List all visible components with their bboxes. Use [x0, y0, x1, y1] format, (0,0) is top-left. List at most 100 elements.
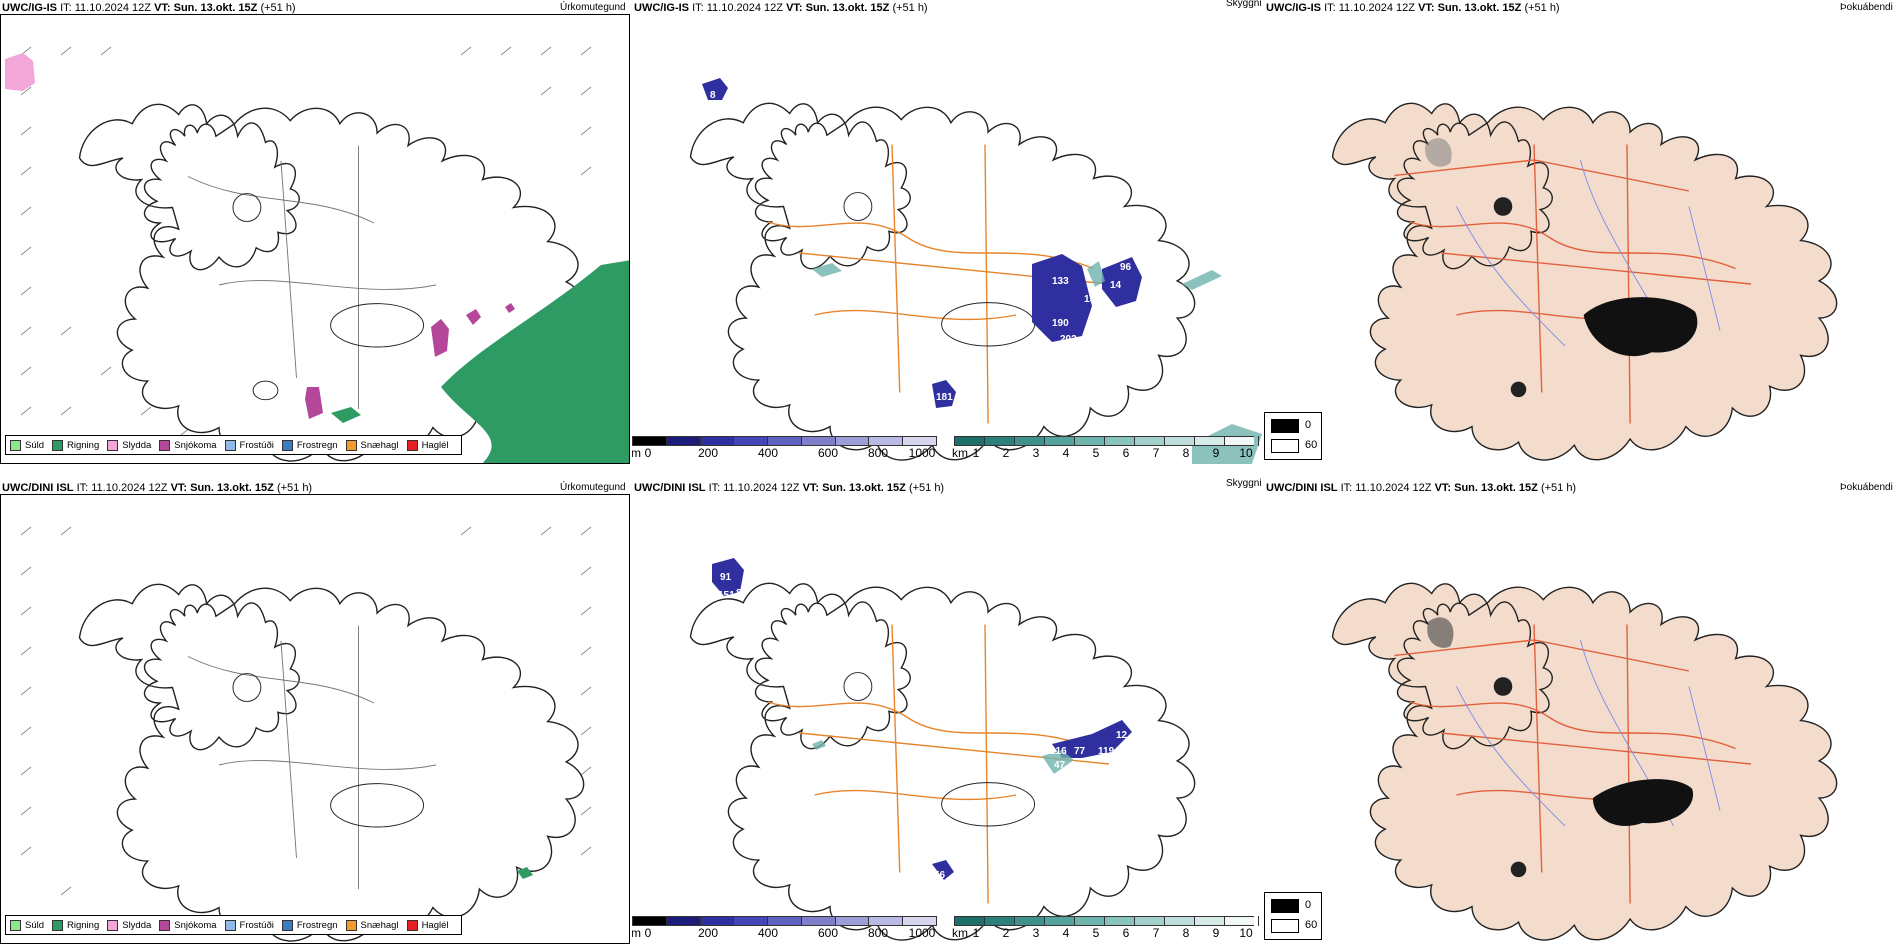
legend-label: Snæhagl: [360, 439, 399, 451]
visibility-tick: 2: [1002, 926, 1010, 940]
snow-label: 181: [936, 392, 953, 403]
valid-time: Sun. 13.okt. 15Z: [190, 482, 274, 494]
precip-sleet-area: [5, 53, 35, 91]
legend-label: Frostúði: [239, 919, 274, 931]
vt-label: VT:: [170, 482, 188, 494]
snow-label: 8: [710, 90, 716, 101]
fog-legend-low: 60: [1305, 439, 1318, 451]
legend-item-snow-grains: Snæhagl: [345, 439, 399, 451]
it-label: IT:: [76, 482, 89, 494]
vt-label: VT:: [786, 2, 803, 14]
visibility-tick: 6: [1122, 926, 1130, 940]
wind-barbs: [20, 526, 592, 896]
legend-label: Rigning: [67, 439, 100, 451]
altitude-colorbar: m 0 200 400 600 800 1000: [632, 436, 937, 460]
fog-legend-swatch-light: [1271, 919, 1299, 933]
model-name: UWC/DINI ISL: [1266, 482, 1338, 494]
legend-item-freezing-drizzle: Frostúði: [224, 439, 274, 451]
model-name: UWC/DINI ISL: [634, 482, 706, 494]
valid-time: Sun. 13.okt. 15Z: [805, 2, 890, 14]
fog-legend: 0 60: [1264, 892, 1322, 940]
model-name: UWC/DINI ISL: [2, 482, 74, 494]
snow-label: 190: [1052, 318, 1069, 329]
init-time: 11.10.2024 12Z: [1338, 2, 1415, 14]
legend-label: Súld: [25, 919, 45, 931]
snow-label: 119: [1098, 746, 1115, 757]
precip-legend: Súld Rigning Slydda Snjókoma Frostúði Fr…: [5, 915, 462, 935]
visibility-tick: 3: [1032, 926, 1040, 940]
legend-item-freezing-rain: Frostregn: [281, 439, 338, 451]
legend-item-snow: Snjókoma: [159, 439, 217, 451]
legend-label: Snjókoma: [174, 439, 217, 451]
fog-legend: 0 60: [1264, 412, 1322, 460]
visibility-map: 91 151 83 216 77 119 12 47 56 m 0 200 40…: [632, 494, 1262, 944]
wind-barbs: [20, 46, 592, 436]
altitude-unit: m: [632, 446, 641, 460]
glacier-outline: [843, 672, 873, 701]
glacier-outline: [232, 673, 262, 702]
panel3-header: UWC/DINI ISL IT: 11.10.2024 12Z VT: Sun.…: [1266, 482, 1576, 494]
altitude-tick: 0: [644, 926, 652, 940]
lead-time: (+51 h): [260, 2, 296, 14]
altitude-tick: 1000: [908, 926, 936, 940]
iceland-fog-shading: [1331, 102, 1838, 461]
it-label: IT:: [60, 2, 72, 14]
legend-label: Frostregn: [296, 919, 338, 931]
visibility-tick: 10: [1239, 446, 1253, 460]
glacier-outline: [232, 193, 262, 222]
fog-map-svg: [1331, 582, 1838, 941]
fog-indicator-map: 0 60: [1264, 494, 1900, 944]
legend-label: Frostúði: [239, 439, 274, 451]
fog-legend-high: 0: [1305, 419, 1312, 431]
legend-item-rain: Rigning: [52, 439, 100, 451]
snow-label: 96: [1120, 262, 1132, 273]
glacier-outline: [330, 783, 425, 828]
altitude-colorbar-swatches: [632, 916, 937, 926]
legend-item-freezing-drizzle: Frostúði: [224, 919, 274, 931]
vt-label: VT:: [154, 2, 171, 14]
precip-map-svg: [20, 526, 592, 942]
panel2-title: Skyggni: [1226, 0, 1262, 9]
panel2-header: UWC/IG-IS IT: 11.10.2024 12Z VT: Sun. 13…: [634, 2, 928, 14]
fog-dense-area: [1493, 197, 1513, 216]
altitude-tick: 400: [757, 446, 779, 460]
precip-map-svg: [5, 46, 629, 463]
precip-type-map: Súld Rigning Slydda Snjókoma Frostúði Fr…: [0, 14, 630, 464]
visibility-colorbar-swatches: [954, 916, 1259, 926]
snow-label: 202: [1060, 334, 1077, 345]
glacier-outline: [252, 380, 279, 401]
fog-indicator-map: 0 60: [1264, 14, 1900, 464]
altitude-tick: 400: [757, 926, 779, 940]
valid-time: Sun. 13.okt. 15Z: [173, 2, 258, 14]
altitude-tick: 1000: [908, 446, 936, 460]
visibility-tick: 9: [1212, 446, 1220, 460]
legend-label: Frostregn: [296, 439, 338, 451]
legend-item-sleet: Slydda: [107, 439, 152, 451]
altitude-tick: 600: [817, 446, 839, 460]
it-label: IT:: [708, 482, 721, 494]
lead-time: (+51 h): [1524, 2, 1560, 14]
altitude-colorbar-swatches: [632, 436, 937, 446]
init-time: 11.10.2024 12Z: [723, 482, 800, 494]
altitude-tick: 200: [697, 926, 719, 940]
visibility-colorbar: km 1 2 3 4 5 6 7 8 9 10: [952, 916, 1259, 940]
legend-item-hail: Haglél: [406, 439, 449, 451]
visibility-map-svg: [689, 558, 1196, 941]
panel3-header: UWC/IG-IS IT: 11.10.2024 12Z VT: Sun. 13…: [1266, 2, 1560, 14]
fog-map-svg: [1331, 102, 1838, 461]
roads-lines: [1394, 144, 1752, 424]
altitude-tick: 0: [644, 446, 652, 460]
lead-time: (+51 h): [892, 2, 928, 14]
legend-label: Rigning: [67, 919, 100, 931]
panel1-title: Úrkomutegund: [560, 482, 626, 493]
legend-label: Slydda: [122, 439, 152, 451]
legend-label: Haglél: [421, 439, 449, 451]
vt-label: VT:: [1434, 482, 1452, 494]
fog-dense-area: [1583, 297, 1698, 357]
roads-lines: [187, 625, 437, 889]
fog-legend-swatch-dark: [1271, 419, 1299, 433]
roads-lines: [767, 144, 1110, 424]
valid-time: Sun. 13.okt. 15Z: [1454, 482, 1538, 494]
legend-item-snow-grains: Snæhagl: [345, 919, 399, 931]
visibility-tick: 6: [1122, 446, 1130, 460]
